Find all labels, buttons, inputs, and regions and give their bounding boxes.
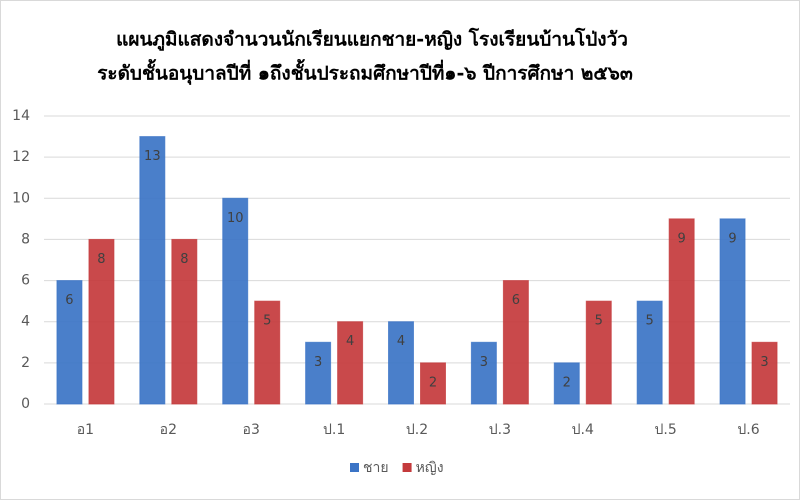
x-tick-label: ป.3 — [489, 422, 511, 438]
data-label: 10 — [227, 211, 244, 226]
bar — [222, 197, 249, 405]
x-tick-label: อ1 — [77, 422, 94, 438]
data-label: 13 — [144, 149, 161, 164]
bar — [337, 321, 364, 405]
data-label: 2 — [563, 375, 571, 390]
bar — [470, 341, 497, 405]
bar — [636, 300, 663, 405]
y-tick-label: 8 — [21, 231, 30, 247]
data-label: 5 — [263, 314, 271, 329]
data-label: 4 — [397, 334, 405, 349]
bar — [171, 238, 198, 405]
chart-title: แผนภูมิแสดงจำนวนนักเรียนแยกชาย-หญิง โรงเ… — [116, 28, 628, 52]
y-tick-label: 0 — [21, 396, 30, 412]
y-tick-label: 2 — [21, 355, 30, 371]
data-label: 5 — [646, 314, 654, 329]
data-label: 6 — [512, 293, 520, 308]
bar — [668, 218, 695, 405]
y-tick-label: 14 — [12, 108, 30, 124]
legend-swatch — [402, 463, 412, 472]
legend-label: ชาย — [363, 460, 389, 476]
bar — [751, 341, 778, 405]
y-tick-label: 6 — [21, 273, 30, 289]
bar — [305, 341, 332, 405]
data-label: 6 — [65, 293, 73, 308]
legend-swatch — [350, 463, 359, 472]
bar — [254, 300, 281, 405]
data-label: 3 — [480, 355, 488, 370]
data-label: 2 — [429, 375, 437, 390]
bar — [719, 218, 746, 405]
data-label: 8 — [97, 252, 105, 267]
y-tick-label: 12 — [12, 149, 30, 165]
data-label: 8 — [180, 252, 188, 267]
y-tick-label: 4 — [21, 314, 30, 330]
x-tick-label: ป.5 — [655, 422, 677, 438]
bar — [553, 362, 580, 405]
data-label: 3 — [760, 355, 768, 370]
data-label: 9 — [728, 231, 736, 246]
x-tick-label: ป.2 — [406, 422, 428, 438]
data-label: 9 — [678, 231, 686, 246]
x-tick-label: ป.6 — [737, 422, 759, 438]
x-tick-label: อ3 — [243, 422, 260, 438]
bar — [502, 280, 529, 405]
bar — [56, 280, 83, 405]
x-tick-label: อ2 — [160, 422, 177, 438]
data-label: 5 — [595, 314, 603, 329]
bar — [420, 362, 446, 405]
chart-subtitle: ระดับชั้นอนุบาลปีที่ ๑ถึงชั้นประถมศึกษาป… — [97, 59, 633, 86]
bar — [585, 300, 612, 405]
x-tick-label: ป.1 — [323, 422, 345, 438]
x-tick-label: ป.4 — [572, 422, 594, 438]
bar — [388, 321, 414, 405]
y-tick-label: 10 — [12, 190, 30, 206]
data-label: 4 — [346, 334, 354, 349]
bar — [139, 136, 166, 405]
data-label: 3 — [314, 355, 322, 370]
bar — [88, 238, 115, 405]
legend-label: หญิง — [416, 460, 444, 476]
